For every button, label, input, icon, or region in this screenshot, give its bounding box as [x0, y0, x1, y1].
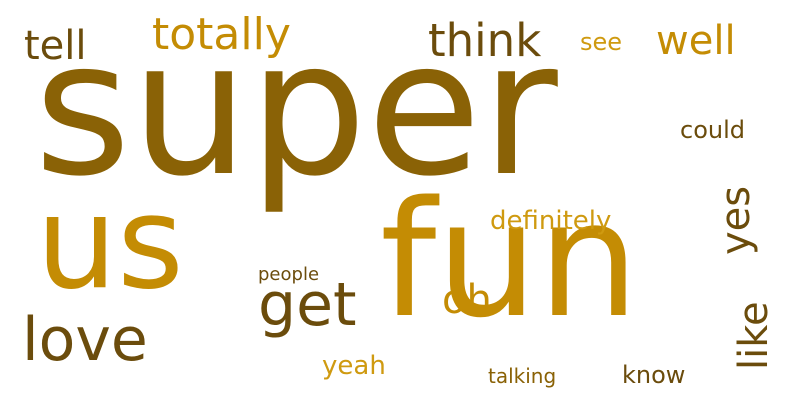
word-us: us: [36, 169, 184, 318]
word-like: like: [731, 301, 777, 370]
word-definitely: definitely: [490, 206, 612, 236]
word-fun: fun: [380, 166, 640, 353]
word-yes: yes: [713, 185, 759, 255]
word-love: love: [22, 305, 148, 375]
word-see: see: [580, 28, 623, 56]
word-tell: tell: [24, 23, 87, 69]
word-think: think: [428, 14, 542, 67]
word-super: super: [34, 0, 558, 217]
word-yeah: yeah: [322, 351, 386, 381]
word-totally: totally: [152, 9, 291, 60]
word-oh: oh: [442, 277, 492, 323]
word-know: know: [622, 361, 686, 389]
word-people: people: [258, 264, 320, 285]
word-get: get: [258, 270, 357, 340]
word-well: well: [656, 18, 736, 64]
word-talking: talking: [488, 364, 557, 388]
word-could: could: [680, 116, 745, 144]
